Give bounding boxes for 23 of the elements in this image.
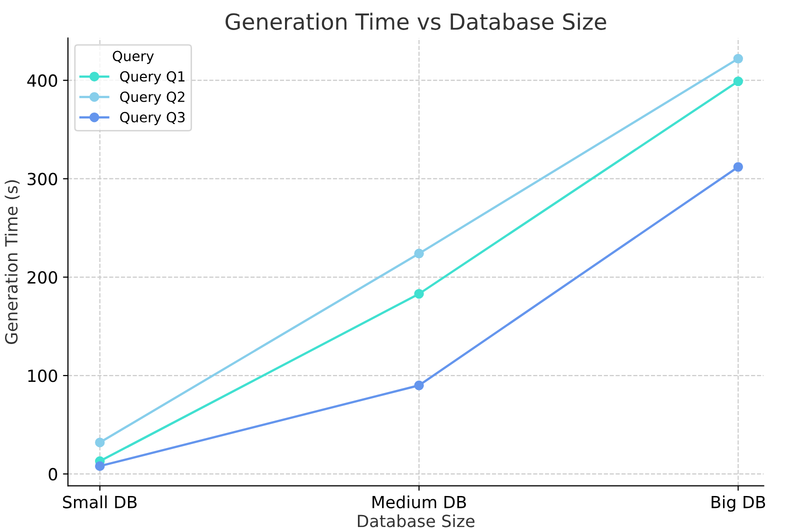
point <box>95 461 105 471</box>
legend-label: Query Q1 <box>120 71 184 84</box>
point <box>733 54 744 64</box>
y-tick-label: 300 <box>28 172 58 186</box>
y-tick-label: 100 <box>28 370 58 382</box>
x-tick-label: Small DB <box>63 495 137 508</box>
y-tick-label: 200 <box>28 271 58 284</box>
point <box>414 380 424 390</box>
point <box>414 248 424 258</box>
point <box>95 438 105 448</box>
point <box>733 76 744 86</box>
point <box>414 289 424 299</box>
y-tick-label: 0 <box>48 468 58 481</box>
legend-label: Query Q2 <box>120 92 184 105</box>
x-tick-label: Medium DB <box>372 495 466 508</box>
chart-title: Generation Time vs Database Size <box>226 12 606 30</box>
x-axis-title: Database Size <box>358 514 474 528</box>
y-tick-label: 400 <box>27 74 58 87</box>
point <box>733 162 744 172</box>
x-tick-label: Big DB <box>712 495 766 512</box>
legend-label: Query Q3 <box>120 112 185 126</box>
legend-title: Query <box>112 50 154 64</box>
y-axis-title: Generation Time (s) <box>4 180 20 344</box>
